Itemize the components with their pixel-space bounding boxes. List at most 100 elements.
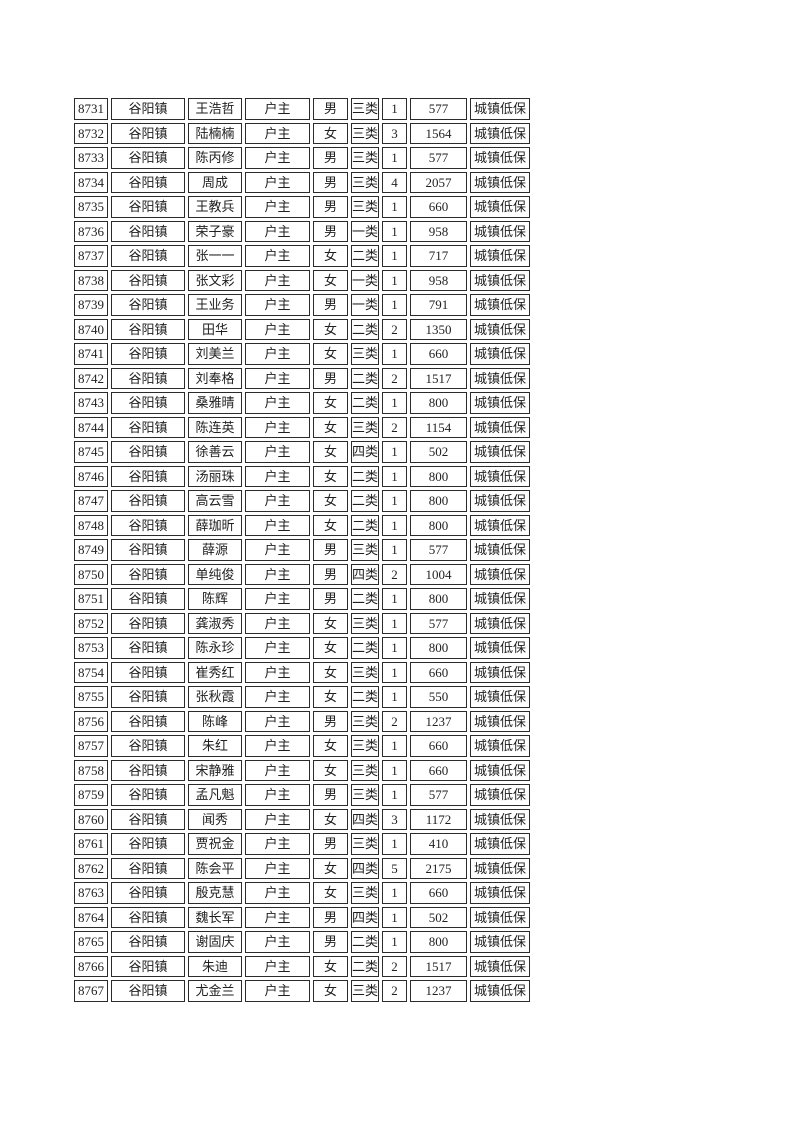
cell-category: 三类 — [351, 196, 380, 218]
cell-category: 三类 — [351, 343, 380, 365]
cell-relation-to-household: 户主 — [245, 392, 310, 414]
cell-category: 二类 — [351, 588, 380, 610]
cell-amount: 1004 — [410, 563, 468, 585]
cell-amount: 660 — [410, 735, 468, 757]
cell-category: 三类 — [351, 416, 380, 438]
cell-name: 孟凡魁 — [188, 784, 242, 806]
cell-category: 二类 — [351, 686, 380, 708]
cell-amount: 2175 — [410, 857, 468, 879]
cell-household-count: 1 — [382, 465, 408, 487]
table-row: 8760 谷阳镇 闻秀 户主女四类 3 1172 城镇低保 — [74, 808, 531, 830]
cell-household-count: 1 — [382, 686, 408, 708]
cell-household-count: 1 — [382, 661, 408, 683]
cell-amount: 502 — [410, 906, 468, 928]
cell-town: 谷阳镇 — [111, 98, 185, 120]
cell-name: 魏长军 — [188, 906, 242, 928]
cell-amount: 660 — [410, 661, 468, 683]
cell-serial-number: 8760 — [74, 808, 108, 830]
cell-town: 谷阳镇 — [111, 343, 185, 365]
cell-town: 谷阳镇 — [111, 196, 185, 218]
table-row: 8741 谷阳镇 刘美兰 户主女三类 1 660 城镇低保 — [74, 343, 531, 365]
cell-relation-to-household: 户主 — [245, 98, 310, 120]
cell-household-count: 2 — [382, 318, 408, 340]
cell-serial-number: 8748 — [74, 514, 108, 536]
cell-assistance-type: 城镇低保 — [470, 294, 531, 316]
cell-household-count: 1 — [382, 294, 408, 316]
cell-gender: 女 — [313, 490, 348, 512]
cell-household-count: 1 — [382, 490, 408, 512]
cell-town: 谷阳镇 — [111, 857, 185, 879]
cell-category: 三类 — [351, 833, 380, 855]
table-row: 8759 谷阳镇 孟凡魁 户主男三类 1 577 城镇低保 — [74, 784, 531, 806]
cell-town: 谷阳镇 — [111, 220, 185, 242]
cell-gender: 女 — [313, 269, 348, 291]
cell-serial-number: 8747 — [74, 490, 108, 512]
cell-amount: 800 — [410, 931, 468, 953]
cell-assistance-type: 城镇低保 — [470, 637, 531, 659]
cell-household-count: 1 — [382, 612, 408, 634]
cell-amount: 577 — [410, 147, 468, 169]
cell-name: 陈永珍 — [188, 637, 242, 659]
cell-town: 谷阳镇 — [111, 906, 185, 928]
table-row: 8751 谷阳镇 陈辉 户主男二类 1 800 城镇低保 — [74, 588, 531, 610]
cell-town: 谷阳镇 — [111, 882, 185, 904]
table-row: 8734 谷阳镇 周成 户主男三类 4 2057 城镇低保 — [74, 171, 531, 193]
table-row: 8744 谷阳镇 陈连英 户主女三类 2 1154 城镇低保 — [74, 416, 531, 438]
cell-household-count: 1 — [382, 196, 408, 218]
cell-gender: 女 — [313, 686, 348, 708]
cell-town: 谷阳镇 — [111, 931, 185, 953]
cell-town: 谷阳镇 — [111, 294, 185, 316]
cell-town: 谷阳镇 — [111, 759, 185, 781]
cell-serial-number: 8746 — [74, 465, 108, 487]
cell-gender: 男 — [313, 906, 348, 928]
cell-gender: 女 — [313, 735, 348, 757]
cell-category: 四类 — [351, 808, 380, 830]
cell-household-count: 5 — [382, 857, 408, 879]
cell-category: 二类 — [351, 514, 380, 536]
cell-relation-to-household: 户主 — [245, 514, 310, 536]
table-row: 8755 谷阳镇 张秋霞 户主女二类 1 550 城镇低保 — [74, 686, 531, 708]
cell-amount: 800 — [410, 637, 468, 659]
cell-serial-number: 8763 — [74, 882, 108, 904]
cell-category: 二类 — [351, 245, 380, 267]
cell-household-count: 1 — [382, 882, 408, 904]
cell-amount: 660 — [410, 196, 468, 218]
cell-relation-to-household: 户主 — [245, 710, 310, 732]
cell-household-count: 2 — [382, 955, 408, 977]
cell-household-count: 2 — [382, 563, 408, 585]
cell-assistance-type: 城镇低保 — [470, 710, 531, 732]
cell-serial-number: 8733 — [74, 147, 108, 169]
cell-name: 荣子豪 — [188, 220, 242, 242]
cell-amount: 410 — [410, 833, 468, 855]
cell-relation-to-household: 户主 — [245, 294, 310, 316]
cell-assistance-type: 城镇低保 — [470, 612, 531, 634]
cell-category: 三类 — [351, 539, 380, 561]
cell-amount: 800 — [410, 490, 468, 512]
cell-household-count: 1 — [382, 539, 408, 561]
cell-town: 谷阳镇 — [111, 955, 185, 977]
cell-household-count: 3 — [382, 808, 408, 830]
cell-household-count: 3 — [382, 122, 408, 144]
cell-amount: 717 — [410, 245, 468, 267]
cell-household-count: 1 — [382, 245, 408, 267]
cell-amount: 958 — [410, 220, 468, 242]
cell-household-count: 2 — [382, 416, 408, 438]
table-row: 8738 谷阳镇 张文彩 户主女一类 1 958 城镇低保 — [74, 269, 531, 291]
cell-relation-to-household: 户主 — [245, 637, 310, 659]
cell-name: 朱红 — [188, 735, 242, 757]
cell-category: 三类 — [351, 784, 380, 806]
cell-category: 三类 — [351, 710, 380, 732]
cell-gender: 女 — [313, 514, 348, 536]
cell-town: 谷阳镇 — [111, 735, 185, 757]
cell-relation-to-household: 户主 — [245, 490, 310, 512]
cell-amount: 577 — [410, 784, 468, 806]
cell-assistance-type: 城镇低保 — [470, 220, 531, 242]
cell-serial-number: 8756 — [74, 710, 108, 732]
table-row: 8758 谷阳镇 宋静雅 户主女三类 1 660 城镇低保 — [74, 759, 531, 781]
cell-assistance-type: 城镇低保 — [470, 465, 531, 487]
cell-category: 二类 — [351, 392, 380, 414]
cell-serial-number: 8754 — [74, 661, 108, 683]
cell-assistance-type: 城镇低保 — [470, 784, 531, 806]
cell-gender: 女 — [313, 980, 348, 1002]
cell-household-count: 1 — [382, 833, 408, 855]
